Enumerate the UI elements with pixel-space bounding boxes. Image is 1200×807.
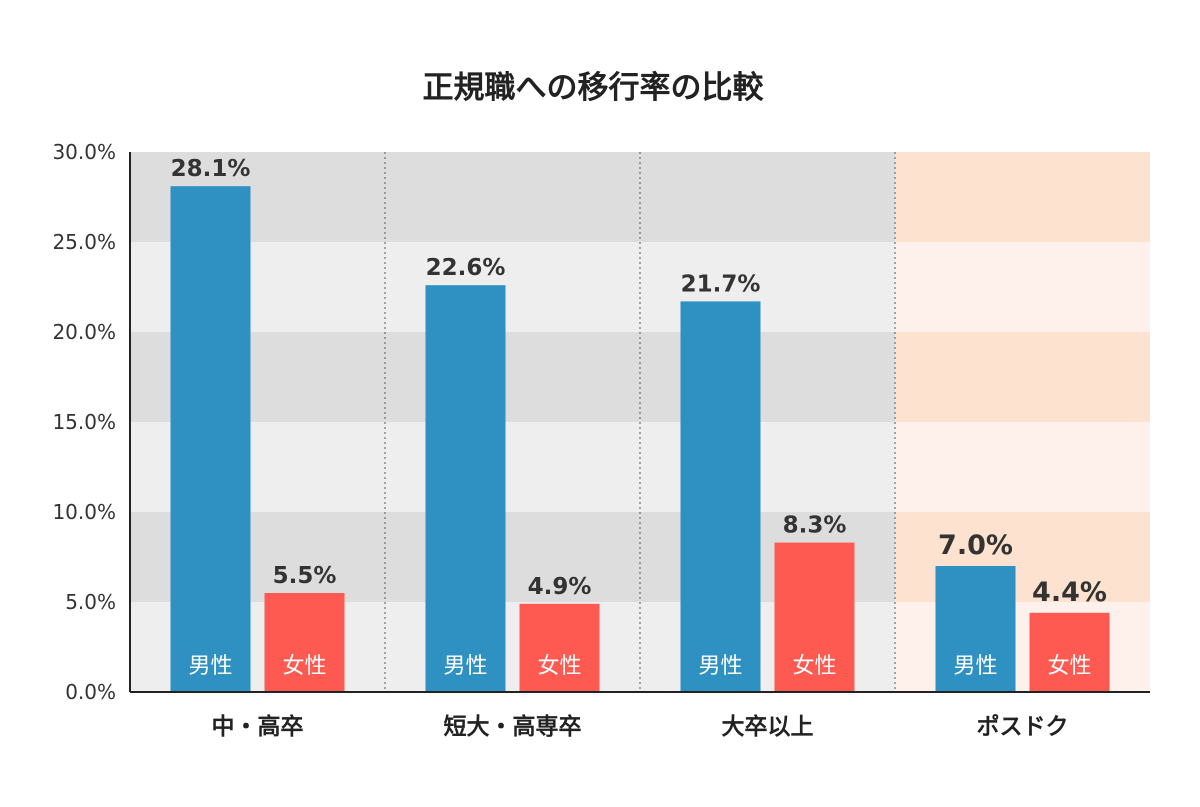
series-name-label: 男性 [443, 654, 487, 679]
x-axis: 中・高卒 短大・高専卒 大卒以上 ポスドク [129, 152, 1150, 740]
y-axis: 0.0% 5.0% 10.0% 15.0% 20.0% 25.0% 30.0% [52, 140, 116, 704]
value-label: 7.0% [938, 530, 1013, 561]
series-name-label: 男性 [953, 654, 997, 679]
bar-female [774, 542, 855, 692]
grid-band [640, 242, 895, 332]
y-tick-label: 20.0% [52, 320, 116, 344]
category-label: 大卒以上 [722, 713, 814, 740]
value-label: 21.7% [681, 271, 761, 297]
grid-band [130, 422, 385, 512]
series-name-label: 女性 [792, 654, 836, 679]
y-tick-label: 10.0% [52, 500, 116, 524]
bar-male [680, 301, 761, 692]
value-label: 4.9% [528, 574, 592, 600]
value-labels: 28.1% 男性 22.6% 男性 21.7% 男性 7.0% 男性 5.5% 女性 4.9% 女性 8… [171, 156, 1107, 679]
grid-band [385, 602, 640, 692]
bar-female [519, 603, 600, 692]
grid-band [895, 512, 1150, 602]
grid-band [130, 242, 385, 332]
group-separators [384, 152, 896, 692]
series-name-label: 女性 [1047, 654, 1091, 679]
series-name-label: 女性 [282, 654, 326, 679]
grid-band [640, 602, 895, 692]
chart-title: 正規職への移行率の比較 [423, 70, 765, 106]
grid-band [895, 152, 1150, 242]
y-tick-label: 15.0% [52, 410, 116, 434]
category-label: 短大・高専卒 [444, 713, 582, 740]
bars [170, 186, 1110, 692]
grid-band [640, 332, 895, 422]
grid-band [385, 422, 640, 512]
grid-band [385, 332, 640, 422]
value-label: 22.6% [426, 255, 506, 281]
grid-band [130, 512, 385, 602]
value-label: 8.3% [783, 513, 847, 539]
y-tick-label: 30.0% [52, 140, 116, 164]
grid-band [640, 512, 895, 602]
bar-male [425, 285, 506, 692]
grid-band [640, 422, 895, 512]
series-name-label: 男性 [188, 654, 232, 679]
grid-band [895, 602, 1150, 692]
value-label: 28.1% [171, 156, 251, 182]
grid-band [130, 152, 385, 242]
grid-band [895, 422, 1150, 512]
series-name-label: 女性 [537, 654, 581, 679]
grid-band [385, 152, 640, 242]
series-name-label: 男性 [698, 654, 742, 679]
category-label: ポスドク [977, 713, 1069, 740]
category-label: 中・高卒 [212, 713, 304, 740]
value-label: 4.4% [1032, 577, 1107, 608]
grid-band [385, 242, 640, 332]
y-tick-label: 0.0% [65, 680, 116, 704]
bar-male [935, 566, 1016, 692]
y-tick-label: 5.0% [65, 590, 116, 614]
grid-band [130, 332, 385, 422]
grid-band [895, 242, 1150, 332]
bar-female [264, 593, 345, 692]
grid-band [385, 512, 640, 602]
bar-male [170, 186, 251, 692]
grid-band [130, 602, 385, 692]
y-tick-label: 25.0% [52, 230, 116, 254]
bar-female [1029, 612, 1110, 692]
value-label: 5.5% [273, 563, 337, 589]
grid-band [640, 152, 895, 242]
grid-band [895, 332, 1150, 422]
